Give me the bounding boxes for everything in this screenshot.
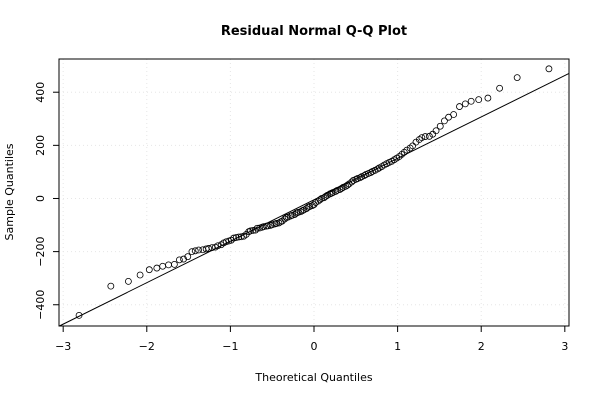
- data-point: [195, 246, 203, 254]
- data-point: [398, 150, 406, 158]
- x-axis: −3 −2 −1 0 1 2 3: [55, 326, 568, 353]
- data-point: [191, 247, 199, 255]
- data-point: [418, 134, 426, 142]
- y-tick-label: −400: [34, 290, 47, 320]
- data-point: [475, 96, 483, 104]
- data-point: [260, 223, 268, 231]
- data-point: [456, 103, 463, 110]
- data-point: [75, 311, 83, 319]
- data-point: [159, 262, 167, 270]
- data-point: [278, 217, 286, 225]
- x-tick-label: −2: [139, 340, 155, 353]
- chart-title: Residual Normal Q-Q Plot: [221, 24, 407, 39]
- data-point: [310, 201, 318, 208]
- y-tick-label: −200: [34, 237, 47, 267]
- y-axis-label: Sample Quantiles: [3, 143, 16, 240]
- y-tick-label: 200: [34, 135, 47, 156]
- data-point: [275, 219, 283, 227]
- data-point: [253, 224, 261, 232]
- data-point: [403, 146, 411, 154]
- data-point: [180, 255, 187, 263]
- x-tick-label: 2: [478, 340, 485, 353]
- data-point: [484, 94, 492, 102]
- data-point: [441, 117, 448, 125]
- data-point: [432, 127, 440, 135]
- x-tick-label: 1: [394, 340, 401, 353]
- data-point: [272, 220, 280, 227]
- x-axis-label: Theoretical Quantiles: [254, 371, 372, 384]
- data-point: [409, 142, 417, 150]
- data-point: [235, 233, 243, 241]
- data-point: [170, 260, 178, 268]
- data-point: [338, 184, 345, 192]
- data-point: [336, 186, 344, 193]
- data-point: [214, 242, 222, 250]
- data-point: [136, 271, 144, 279]
- data-point: [247, 227, 254, 235]
- data-point: [367, 169, 375, 176]
- x-tick-label: 0: [311, 340, 318, 353]
- data-point: [461, 100, 469, 108]
- data-point: [436, 122, 444, 130]
- data-point: [208, 244, 216, 252]
- data-point: [425, 132, 433, 140]
- data-point: [395, 153, 403, 160]
- data-point: [421, 133, 429, 140]
- data-point: [360, 172, 368, 180]
- data-point: [332, 187, 340, 195]
- data-point: [165, 261, 172, 269]
- data-point: [205, 245, 213, 252]
- data-point: [184, 253, 192, 261]
- data-point: [297, 208, 305, 216]
- y-axis: −400 −200 0 200 400: [34, 82, 59, 320]
- data-point: [145, 266, 153, 274]
- data-point: [294, 208, 302, 216]
- x-tick-label: −3: [55, 340, 71, 353]
- data-point: [232, 234, 240, 241]
- data-point: [374, 165, 381, 173]
- data-point: [230, 234, 238, 242]
- data-point: [496, 84, 504, 92]
- data-point: [291, 211, 299, 218]
- data-point: [316, 196, 324, 204]
- data-point: [406, 144, 414, 152]
- data-point: [513, 74, 521, 81]
- data-point: [281, 215, 289, 223]
- data-point: [252, 226, 259, 234]
- data-point: [107, 282, 115, 290]
- y-tick-label: 400: [34, 82, 47, 103]
- grid: [59, 59, 569, 326]
- y-tick-label: 0: [34, 195, 47, 202]
- data-point: [322, 192, 330, 200]
- data-point: [450, 111, 458, 118]
- data-point: [400, 148, 408, 156]
- data-points: [75, 65, 553, 319]
- data-point: [264, 222, 272, 230]
- data-point: [249, 226, 257, 234]
- x-tick-label: −1: [222, 340, 238, 353]
- data-point: [175, 256, 183, 264]
- data-point: [124, 277, 132, 285]
- x-tick-label: 3: [561, 340, 568, 353]
- data-point: [545, 65, 553, 73]
- data-point: [188, 248, 196, 256]
- data-point: [356, 174, 364, 182]
- data-point: [467, 97, 475, 105]
- data-point: [303, 205, 310, 212]
- data-point: [153, 264, 161, 272]
